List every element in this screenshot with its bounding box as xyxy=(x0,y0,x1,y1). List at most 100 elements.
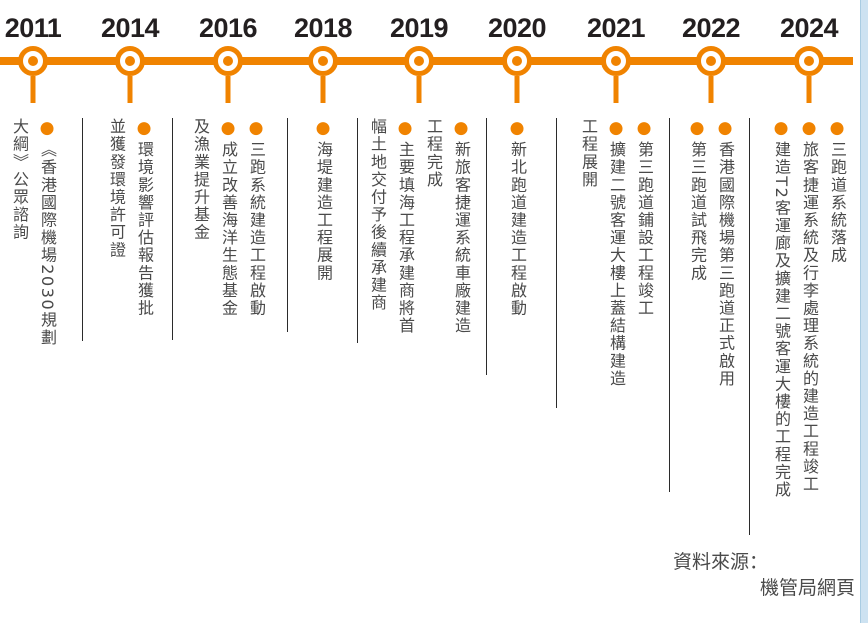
event-text: 主要填海工程承建商將首 幅土地交付予後續承建商 xyxy=(368,118,415,335)
timeline-node-icon xyxy=(404,46,434,76)
node-stem xyxy=(225,76,231,103)
bullet-icon: ● xyxy=(395,118,415,138)
event-text: 第三跑道試飛完成 xyxy=(688,141,707,282)
event-item: ● 旅客捷運系統及行李處理系統的建造工程竣工 xyxy=(795,118,823,522)
event-list: ● 香港國際機場第三跑道正式啟用 ● 第三跑道試飛完成 xyxy=(683,118,739,522)
event-item: ●《香港國際機場2030規劃 大綱》公眾諮詢 xyxy=(5,118,61,522)
event-item: ● 香港國際機場第三跑道正式啟用 xyxy=(711,118,739,522)
node-dot-icon xyxy=(318,56,328,66)
bullet-icon: ● xyxy=(246,118,266,138)
timeline-node-icon xyxy=(794,46,824,76)
block-divider xyxy=(669,118,670,492)
event-text: 新旅客捷運系統車廠建造 工程完成 xyxy=(424,118,471,335)
block-divider xyxy=(556,118,557,408)
bullet-icon: ● xyxy=(634,118,654,138)
bullet-icon: ● xyxy=(606,118,626,138)
event-text: 旅客捷運系統及行李處理系統的建造工程竣工 xyxy=(800,141,819,493)
block-divider xyxy=(172,118,173,340)
node-dot-icon xyxy=(512,56,522,66)
timeline-node-icon xyxy=(502,46,532,76)
block-divider xyxy=(749,118,750,535)
event-text: 第三跑道鋪設工程竣工 xyxy=(635,141,654,317)
node-dot-icon xyxy=(414,56,424,66)
timeline-node-icon xyxy=(213,46,243,76)
event-item: ● 三跑道系統落成 xyxy=(823,118,851,522)
event-item: ● 新北跑道建造工程啟動 xyxy=(503,118,531,522)
event-item: ●擴建二號客運大樓上蓋結構建造 工程展開 xyxy=(574,118,630,522)
event-text: 擴建二號客運大樓上蓋結構建造 工程展開 xyxy=(579,118,626,388)
node-stem xyxy=(613,76,619,103)
bullet-icon: ● xyxy=(451,118,471,138)
year-label: 2014 xyxy=(100,13,160,43)
timeline-node-icon xyxy=(601,46,631,76)
event-item: ●新旅客捷運系統車廠建造 工程完成 xyxy=(419,118,475,522)
node-stem xyxy=(708,76,714,103)
node-stem xyxy=(514,76,520,103)
bullet-icon: ● xyxy=(827,118,847,138)
node-stem xyxy=(320,76,326,103)
block-divider xyxy=(357,118,358,343)
event-text: 三跑系統建造工程啟動 xyxy=(247,141,266,317)
event-text: 三跑道系統落成 xyxy=(828,141,847,265)
year-label: 2020 xyxy=(487,13,547,43)
year-label: 2024 xyxy=(779,13,839,43)
node-stem xyxy=(127,76,133,103)
year-label: 2021 xyxy=(586,13,646,43)
bullet-icon: ● xyxy=(715,118,735,138)
event-list: ●環境影響評估報告獲批 並獲發環境許可證 xyxy=(102,118,158,522)
event-text: 海堤建造工程展開 xyxy=(314,141,333,282)
timeline-node-icon xyxy=(115,46,145,76)
source-value: 機管局網頁 xyxy=(759,577,855,599)
year-label: 2018 xyxy=(293,13,353,43)
event-text: 建造T2客運廊及擴建二號客運大樓的工程完成 xyxy=(772,141,791,499)
event-list: ●第三跑道鋪設工程竣工 ●擴建二號客運大樓上蓋結構建造 工程展開 xyxy=(574,118,658,522)
bullet-icon: ● xyxy=(687,118,707,138)
node-stem xyxy=(30,76,36,103)
event-text: 環境影響評估報告獲批 並獲發環境許可證 xyxy=(107,118,154,317)
page-right-border xyxy=(860,0,868,623)
bullet-icon: ● xyxy=(771,118,791,138)
event-list: ●三跑系統建造工程啟動 ●成立改善海洋生態基金 及漁業提升基金 xyxy=(186,118,270,522)
node-dot-icon xyxy=(804,56,814,66)
bullet-icon: ● xyxy=(507,118,527,138)
year-label: 2022 xyxy=(681,13,741,43)
event-item: ● 第三跑道鋪設工程竣工 xyxy=(630,118,658,522)
event-text: 香港國際機場第三跑道正式啟用 xyxy=(716,141,735,388)
event-list: ●新旅客捷運系統車廠建造 工程完成 ●主要填海工程承建商將首 幅土地交付予後續承建… xyxy=(363,118,475,522)
event-item: ●環境影響評估報告獲批 並獲發環境許可證 xyxy=(102,118,158,522)
block-divider xyxy=(486,118,487,375)
year-label: 2019 xyxy=(389,13,449,43)
event-list: ● 海堤建造工程展開 xyxy=(309,118,337,522)
bullet-icon: ● xyxy=(313,118,333,138)
event-item: ● 三跑系統建造工程啟動 xyxy=(242,118,270,522)
event-item: ●主要填海工程承建商將首 幅土地交付予後續承建商 xyxy=(363,118,419,522)
year-label: 2016 xyxy=(198,13,258,43)
bullet-icon: ● xyxy=(218,118,238,138)
bullet-icon: ● xyxy=(134,118,154,138)
bullet-icon: ● xyxy=(799,118,819,138)
timeline-node-icon xyxy=(308,46,338,76)
event-list: ● 三跑道系統落成 ● 旅客捷運系統及行李處理系統的建造工程竣工 ● 建造T2客運廊及擴建… xyxy=(767,118,851,522)
node-stem xyxy=(416,76,422,103)
event-list: ● 新北跑道建造工程啟動 xyxy=(503,118,531,522)
event-item: ●成立改善海洋生態基金 及漁業提升基金 xyxy=(186,118,242,522)
block-divider xyxy=(287,118,288,332)
event-text: 新北跑道建造工程啟動 xyxy=(508,141,527,317)
node-stem xyxy=(806,76,812,103)
event-text: 《香港國際機場2030規劃 大綱》公眾諮詢 xyxy=(10,118,57,347)
event-list: ●《香港國際機場2030規劃 大綱》公眾諮詢 xyxy=(5,118,61,522)
event-item: ● 建造T2客運廊及擴建二號客運大樓的工程完成 xyxy=(767,118,795,522)
bullet-icon: ● xyxy=(37,118,57,138)
node-dot-icon xyxy=(125,56,135,66)
source-label: 資料來源： xyxy=(672,551,768,573)
timeline-node-icon xyxy=(696,46,726,76)
node-dot-icon xyxy=(706,56,716,66)
node-dot-icon xyxy=(223,56,233,66)
block-divider xyxy=(82,118,83,341)
event-item: ● 海堤建造工程展開 xyxy=(309,118,337,522)
year-label: 2011 xyxy=(4,13,62,43)
event-item: ● 第三跑道試飛完成 xyxy=(683,118,711,522)
node-dot-icon xyxy=(611,56,621,66)
event-text: 成立改善海洋生態基金 及漁業提升基金 xyxy=(191,118,238,317)
